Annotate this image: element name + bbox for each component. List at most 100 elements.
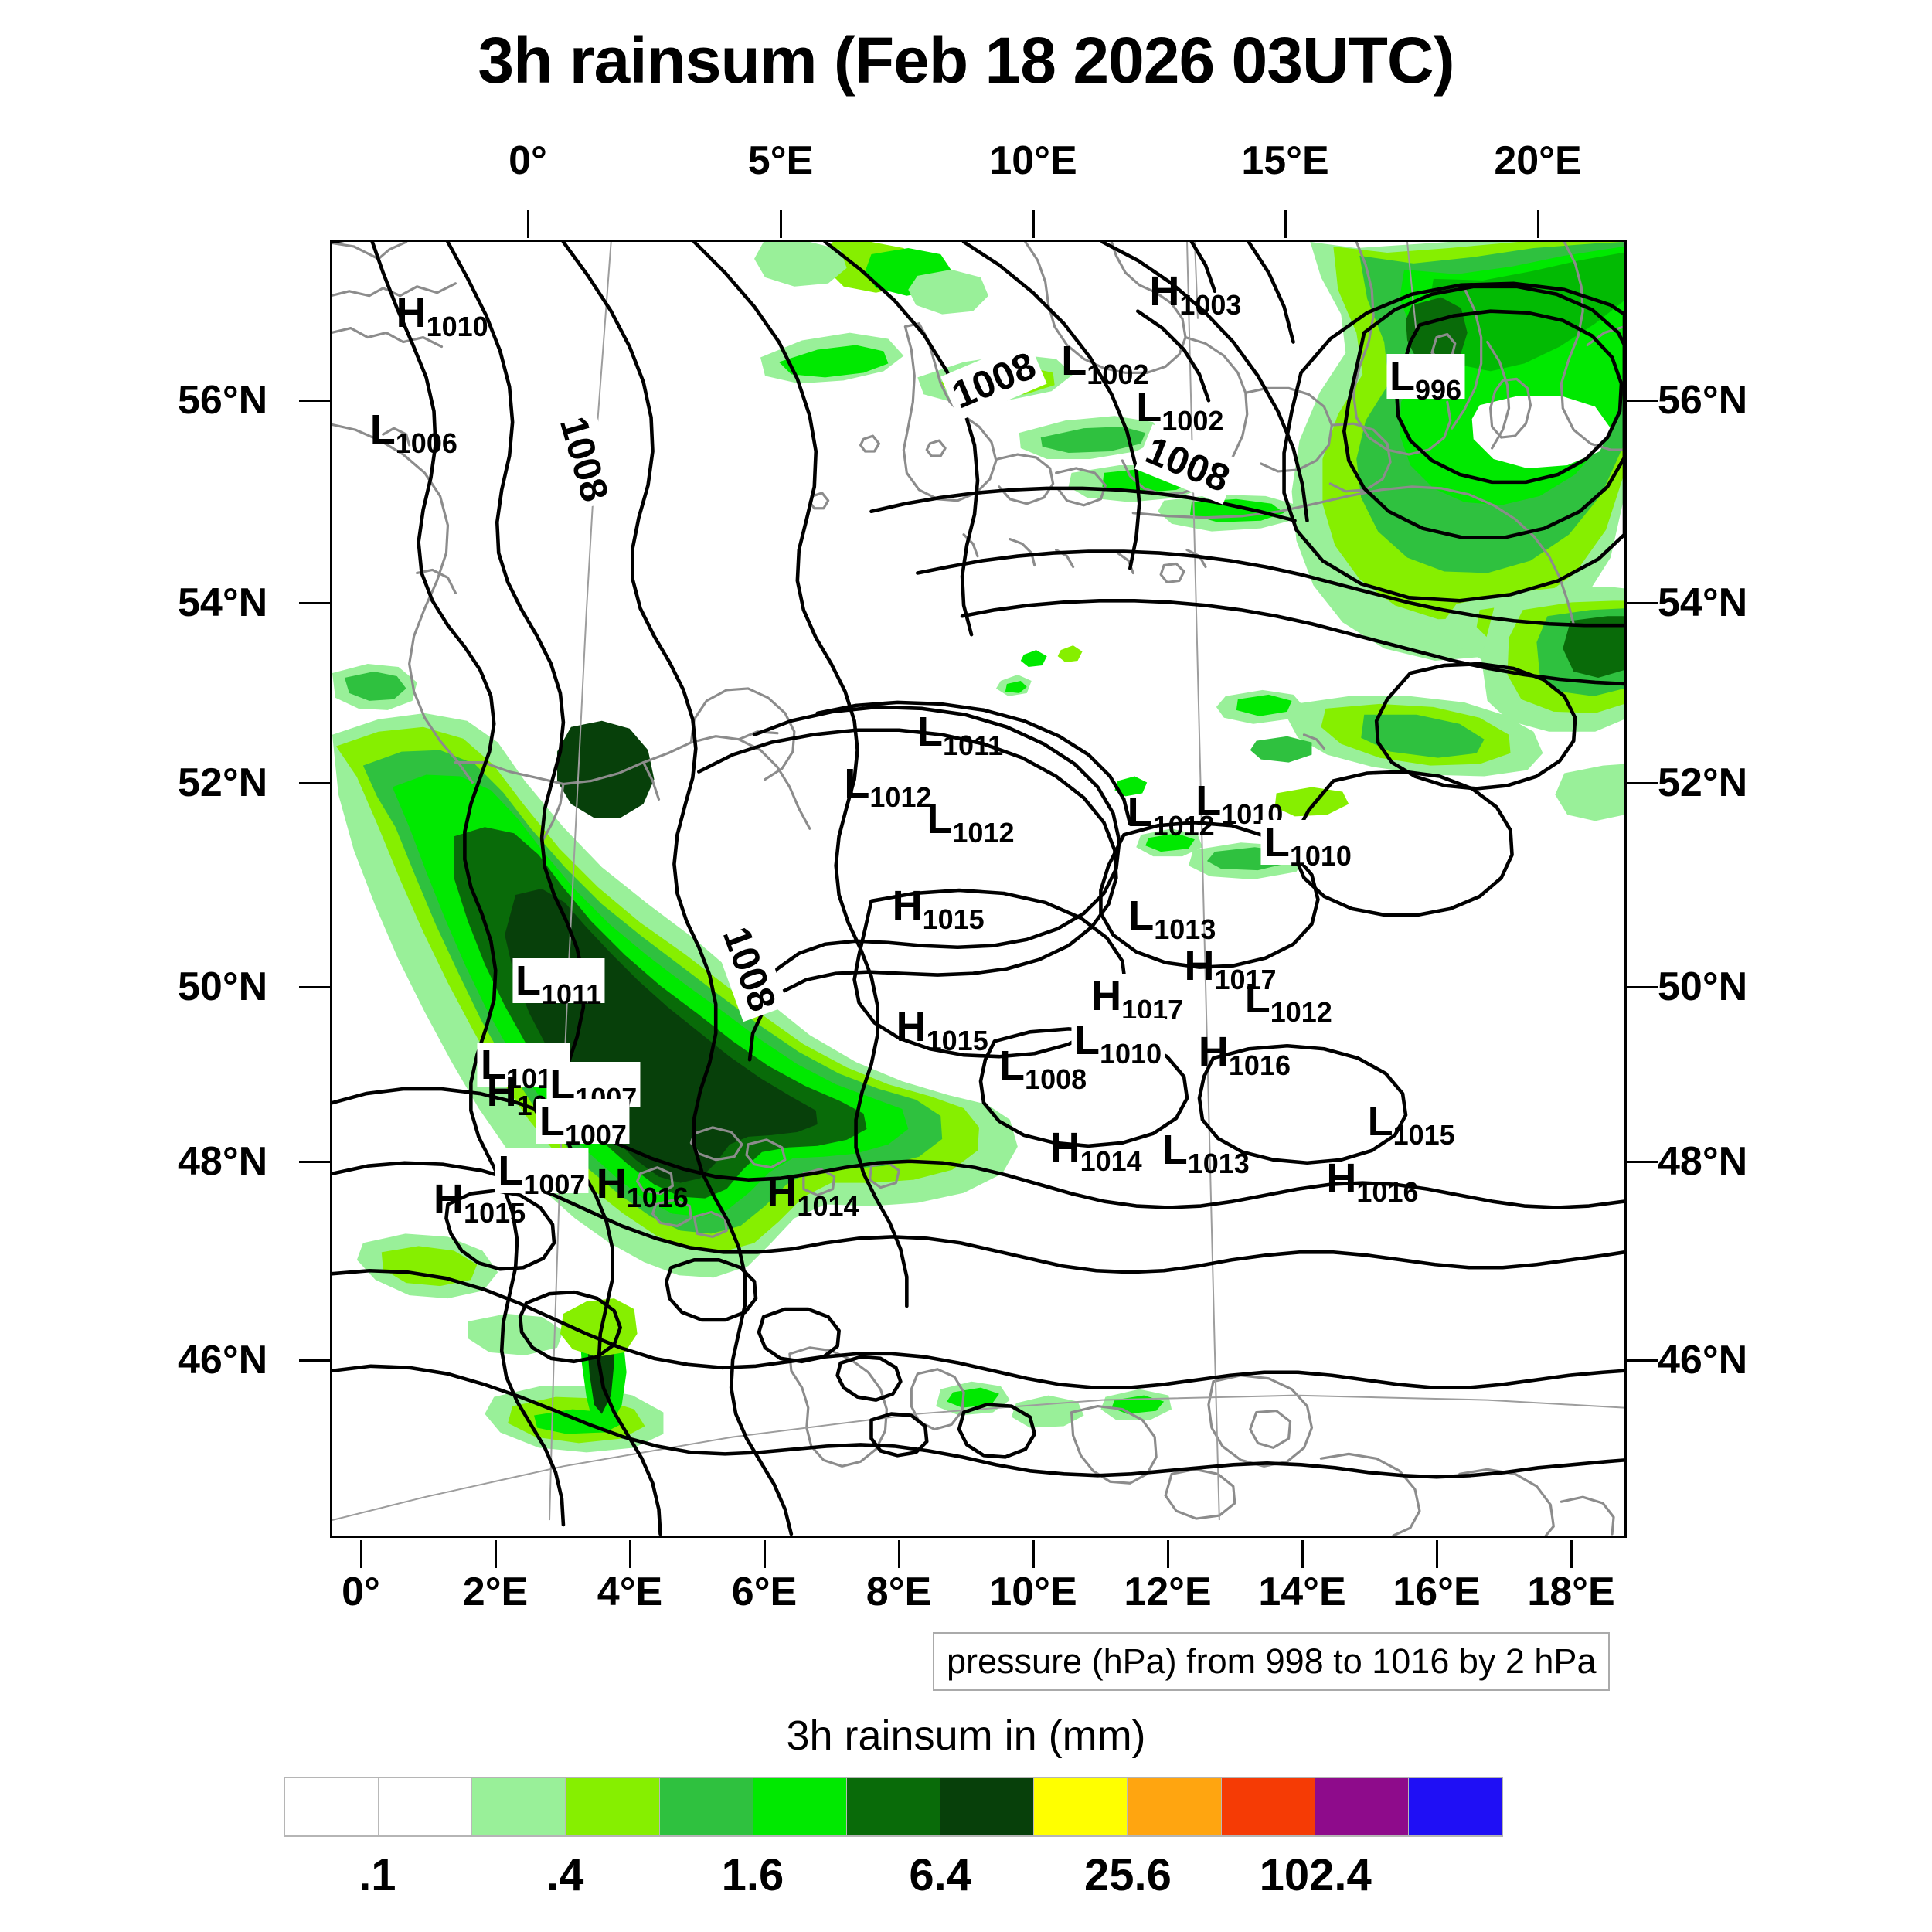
left-tick-5: 46°N <box>178 1338 268 1383</box>
pressure-center-kind: H <box>1326 1155 1357 1202</box>
precip-patch-nw-core <box>344 672 406 701</box>
left-tick-2: 52°N <box>178 760 268 805</box>
colorbar-swatch-9[interactable] <box>1128 1778 1222 1835</box>
top-tick-mark-3 <box>1284 210 1287 238</box>
high-pressure-center-1016-30: H1016 <box>1326 1155 1418 1206</box>
pressure-center-kind: L <box>927 795 953 842</box>
pressure-center-value: 996 <box>1414 374 1462 406</box>
top-tick-mark-4 <box>1537 210 1539 238</box>
pressure-center-value: 1015 <box>464 1196 526 1229</box>
pressure-center-value: 1015 <box>1393 1119 1455 1151</box>
pressure-center-kind: L <box>1264 818 1290 866</box>
bottom-tick-mark-4 <box>898 1540 900 1568</box>
precip-patch-s1 <box>468 1314 563 1355</box>
left-tick-1: 54°N <box>178 580 268 625</box>
top-tick-0: 0° <box>509 138 547 183</box>
pressure-center-value: 1008 <box>1025 1063 1087 1096</box>
pressure-center-kind: L <box>369 406 396 453</box>
low-pressure-center-1013-28: L1013 <box>1162 1129 1250 1178</box>
pressure-center-kind: L <box>1074 1016 1100 1063</box>
colorbar-swatch-7[interactable] <box>940 1778 1035 1835</box>
low-pressure-center-1012-8: L1012 <box>927 795 1014 847</box>
precip-north-sea-showers <box>754 242 1298 532</box>
precip-patch-sw-tail-b <box>381 1246 478 1287</box>
bottom-tick-2: 4°E <box>597 1570 663 1614</box>
colorbar-swatch-5[interactable] <box>753 1778 847 1835</box>
colorbar-swatch-11[interactable] <box>1315 1778 1409 1835</box>
high-pressure-center-1016-32: H1016 <box>596 1160 689 1212</box>
pressure-center-value: 1016 <box>626 1181 689 1213</box>
right-tick-3: 50°N <box>1658 964 1748 1009</box>
colorbar-swatch-2[interactable] <box>472 1778 566 1835</box>
bottom-tick-6: 12°E <box>1124 1570 1212 1614</box>
bottom-tick-mark-1 <box>495 1540 497 1568</box>
bottom-tick-1: 2°E <box>462 1570 529 1614</box>
pressure-center-kind: L <box>1196 777 1222 825</box>
pressure-center-kind: H <box>1149 267 1180 315</box>
pressure-center-value: 1017 <box>1214 964 1277 996</box>
pressure-center-value: 1010 <box>1289 839 1352 872</box>
right-tick-0: 56°N <box>1658 378 1748 423</box>
pressure-center-kind: L <box>1127 789 1153 836</box>
pressure-center-value: 1013 <box>1187 1148 1250 1180</box>
colorbar-swatch-10[interactable] <box>1221 1778 1315 1835</box>
pressure-center-value: 1014 <box>1080 1145 1142 1177</box>
pressure-center-kind: L <box>917 709 944 756</box>
right-tick-mark-4 <box>1627 1161 1658 1163</box>
precip-alps-stripe-halo <box>560 1298 638 1357</box>
left-tick-mark-5 <box>299 1359 330 1362</box>
pressure-center-value: 1012 <box>1270 996 1332 1029</box>
pressure-center-kind: H <box>892 882 923 929</box>
colorbar-tick-2: 1.6 <box>721 1850 784 1900</box>
pressure-center-kind: H <box>767 1169 798 1216</box>
left-tick-3: 50°N <box>178 964 268 1009</box>
left-tick-mark-4 <box>299 1161 330 1163</box>
colorbar-swatch-8[interactable] <box>1034 1778 1128 1835</box>
colorbar-tick-5: 102.4 <box>1259 1850 1372 1900</box>
high-pressure-center-1014-33: H1014 <box>767 1169 859 1220</box>
pressure-center-kind: L <box>1128 893 1155 940</box>
pressure-center-kind: H <box>596 1160 627 1207</box>
bottom-tick-mark-0 <box>360 1540 362 1568</box>
pressure-center-value: 1015 <box>922 903 985 935</box>
bottom-tick-mark-6 <box>1167 1540 1169 1568</box>
colorbar-tick-1: .4 <box>546 1850 584 1900</box>
bottom-tick-9: 18°E <box>1527 1570 1615 1614</box>
colorbar-swatch-4[interactable] <box>659 1778 753 1835</box>
pressure-center-kind: H <box>1091 972 1122 1019</box>
bottom-tick-4: 8°E <box>866 1570 932 1614</box>
low-pressure-center-1010-11: L1010 <box>1260 818 1355 869</box>
high-pressure-center-1014-27: H1014 <box>1050 1127 1142 1175</box>
bottom-tick-7: 14°E <box>1258 1570 1346 1614</box>
pressure-center-value: 1012 <box>1152 810 1215 842</box>
top-tick-2: 10°E <box>989 138 1077 183</box>
left-tick-mark-2 <box>299 782 330 784</box>
pressure-center-value: 1003 <box>1179 288 1242 321</box>
right-tick-mark-5 <box>1627 1359 1658 1362</box>
pressure-center-kind: L <box>498 1147 524 1194</box>
map-plot-area[interactable]: 1008 1008 1008 1008 H1010 L1006 H1003 L996 L… <box>330 240 1627 1538</box>
pressure-center-kind: H <box>486 1068 517 1115</box>
colorbar-swatch-0[interactable] <box>285 1778 379 1835</box>
pressure-center-value: 1012 <box>952 816 1015 849</box>
bottom-tick-mark-5 <box>1032 1540 1035 1568</box>
pressure-center-kind: L <box>1136 384 1162 431</box>
left-tick-mark-0 <box>299 400 330 402</box>
precip-class-6p4-core-b <box>556 720 655 818</box>
colorbar-swatch-1[interactable] <box>379 1778 473 1835</box>
low-pressure-center-1011-17: L1011 <box>512 957 605 1008</box>
high-pressure-center-1017-15: H1017 <box>1088 972 1187 1023</box>
colorbar-swatch-12[interactable] <box>1408 1778 1502 1835</box>
colorbar[interactable] <box>284 1777 1503 1837</box>
colorbar-swatch-6[interactable] <box>846 1778 941 1835</box>
right-tick-mark-1 <box>1627 602 1658 604</box>
top-tick-4: 20°E <box>1494 138 1582 183</box>
pressure-center-kind: H <box>896 1004 927 1051</box>
low-pressure-center-1007-24: L1007 <box>546 1061 641 1111</box>
left-tick-mark-1 <box>299 602 330 604</box>
colorbar-tick-4: 25.6 <box>1084 1850 1172 1900</box>
colorbar-swatch-3[interactable] <box>566 1778 660 1835</box>
bottom-tick-mark-3 <box>764 1540 766 1568</box>
right-tick-mark-3 <box>1627 986 1658 988</box>
pressure-center-kind: L <box>1367 1098 1393 1145</box>
